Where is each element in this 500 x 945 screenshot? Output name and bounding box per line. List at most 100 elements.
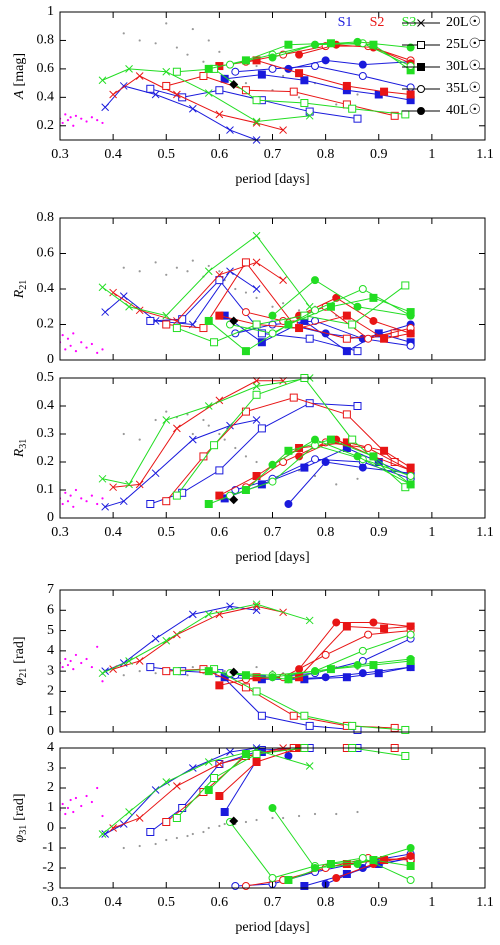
marker-x	[135, 306, 144, 315]
field-star	[282, 816, 285, 820]
marker-circle	[364, 444, 373, 452]
field-star	[154, 842, 157, 846]
field-star	[218, 432, 221, 436]
y-tick-label: 0.2	[37, 317, 55, 332]
cluster-star	[80, 117, 83, 120]
field-star	[165, 22, 168, 25]
marker-x	[109, 288, 117, 297]
marker-square	[215, 491, 224, 500]
highlight-star	[229, 816, 239, 826]
series-line	[176, 377, 406, 496]
marker-circle	[268, 53, 277, 62]
field-star	[138, 270, 141, 273]
marker-x	[109, 90, 117, 99]
marker-square	[353, 114, 362, 123]
marker-square	[215, 86, 224, 95]
marker-square	[241, 407, 250, 416]
cluster-star	[90, 342, 93, 346]
marker-square	[215, 276, 224, 285]
field-star	[223, 438, 226, 441]
plot-frame	[59, 377, 486, 519]
y-tick-label: 3	[47, 663, 54, 678]
marker-stroke	[173, 782, 181, 790]
marker-x	[135, 72, 144, 80]
marker-stroke	[98, 669, 107, 678]
marker-circle	[321, 650, 330, 659]
marker-square	[305, 334, 314, 343]
marker-square	[257, 329, 266, 338]
marker-stroke	[162, 778, 171, 786]
marker-square	[252, 673, 261, 682]
marker-stroke	[151, 90, 160, 99]
marker-x	[305, 616, 314, 625]
marker-x	[101, 830, 110, 838]
marker-circle	[311, 306, 319, 315]
marker-circle	[406, 844, 415, 852]
field-star	[335, 483, 338, 486]
marker-stroke	[135, 72, 144, 80]
marker-square	[300, 99, 309, 108]
x-tick-label: 0.9	[370, 525, 388, 540]
legend-label: 30L☉	[446, 59, 481, 74]
field-star	[191, 27, 194, 31]
field-star	[356, 810, 359, 814]
marker-square	[215, 466, 224, 475]
cluster-star	[69, 798, 72, 802]
y-tick-label: 0	[47, 510, 54, 525]
legend-sequence: S1	[338, 15, 353, 30]
marker-x	[101, 308, 110, 316]
marker-x	[173, 424, 181, 433]
series-line	[102, 235, 311, 317]
series-line	[208, 42, 411, 71]
marker-x	[98, 669, 107, 678]
marker-stroke	[119, 497, 128, 506]
marker-circle	[332, 874, 341, 882]
x-tick-label: 1.1	[476, 147, 494, 162]
cluster-star	[72, 810, 75, 814]
field-star	[207, 424, 210, 427]
marker-circle	[268, 874, 277, 882]
marker-square	[257, 424, 266, 433]
x-tick-label: 0.3	[51, 895, 69, 910]
marker-square	[348, 721, 357, 730]
field-star	[122, 266, 125, 269]
x-tick-label: 0.6	[211, 147, 229, 162]
marker-square	[162, 667, 171, 676]
y-tick-label: 0.4	[37, 398, 55, 413]
y-label-subscript: 21	[18, 668, 29, 678]
marker-circle	[321, 458, 330, 466]
y-label-unit: [mag]	[12, 53, 27, 86]
field-star	[271, 816, 274, 820]
marker-square	[348, 435, 357, 444]
y-tick-label: 5	[47, 623, 54, 638]
x-tick-label: 0.3	[51, 525, 69, 540]
y-tick-label: 0.6	[37, 61, 55, 76]
marker-square	[289, 711, 298, 720]
marker-square	[342, 311, 351, 320]
legend-label: 40L☉	[446, 103, 481, 118]
field-star	[297, 814, 301, 818]
marker-circle	[268, 329, 277, 338]
marker-stroke	[173, 424, 181, 433]
x-tick-label: 0.9	[370, 147, 388, 162]
marker-square	[204, 316, 213, 325]
cluster-star	[66, 663, 70, 667]
marker-stroke	[109, 90, 117, 99]
x-tick-label: 0.5	[158, 525, 176, 540]
field-star	[138, 844, 141, 848]
cluster-star	[66, 500, 70, 503]
marker-square	[284, 446, 293, 455]
marker-stroke	[162, 311, 171, 320]
cluster-star	[69, 659, 72, 663]
field-star	[154, 42, 157, 45]
cluster-star	[74, 488, 78, 492]
cluster-star	[96, 118, 99, 122]
y-tick-label: 6	[47, 603, 54, 618]
marker-square	[199, 324, 208, 333]
cluster-star	[74, 796, 78, 800]
y-axis-label: R21	[12, 280, 29, 300]
field-star	[165, 838, 168, 842]
marker-square	[162, 320, 171, 329]
cluster-star	[72, 505, 75, 508]
marker-square	[284, 675, 293, 684]
